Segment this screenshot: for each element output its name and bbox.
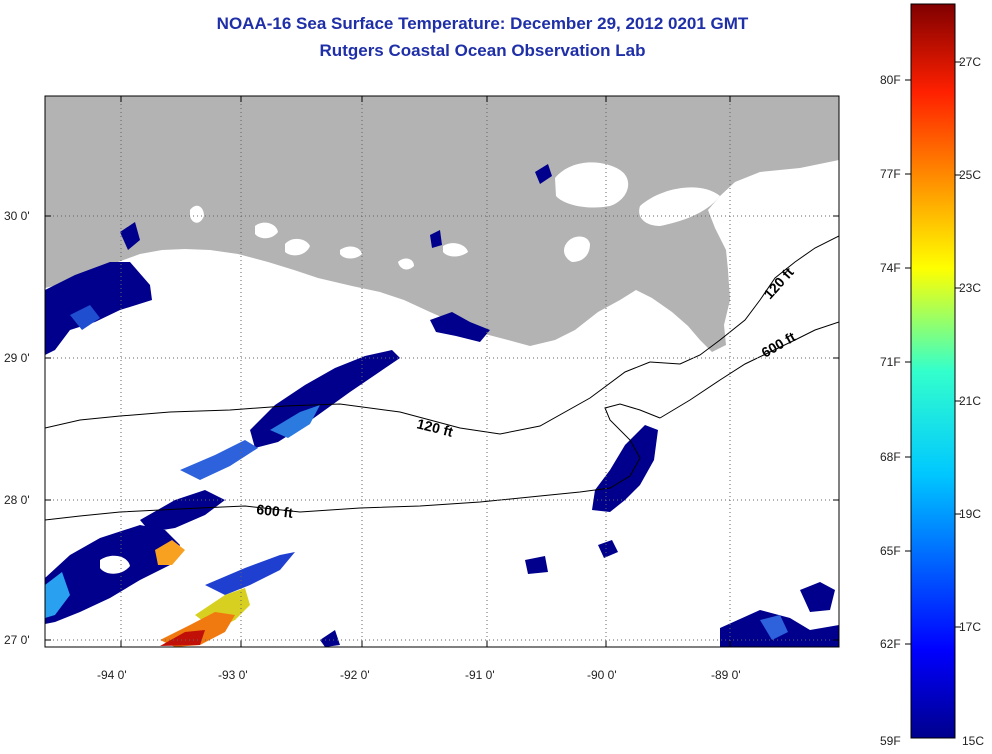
longitude-label: -93 0' (218, 668, 248, 682)
colorbar-label-f: 65F (880, 544, 901, 558)
sst-patch (45, 262, 152, 355)
contour-label-120-west: 120 ft (415, 415, 455, 439)
lake (564, 236, 590, 262)
longitude-label: -94 0' (97, 668, 127, 682)
colorbar-label-f: 68F (880, 450, 901, 464)
sst-patch (430, 230, 442, 248)
contour-line-120-west (45, 361, 651, 435)
sst-patch (180, 440, 258, 480)
sst-patch (45, 525, 180, 624)
contour-label-120-east: 120 ft (760, 264, 797, 302)
lake (555, 162, 629, 208)
lake (255, 222, 278, 239)
colorbar-label-f: 80F (880, 73, 901, 87)
sst-patch (140, 490, 225, 532)
longitude-label: -91 0' (465, 668, 495, 682)
latitude-label: 29 0' (4, 351, 30, 365)
colorbar-label-c: 27C (959, 55, 982, 69)
contour-line-600-west (45, 403, 661, 521)
sst-patch (800, 582, 835, 612)
lake (398, 258, 414, 270)
sst-patch (160, 630, 205, 646)
colorbar-label-c: 17C (959, 620, 982, 634)
colorbar-label-f: 74F (880, 261, 901, 275)
sst-patch (430, 312, 490, 342)
contour-label-600-west: 600 ft (256, 501, 294, 521)
colorbar-label-f: 77F (880, 167, 901, 181)
colorbar-label-f: 62F (880, 637, 901, 651)
colorbar-label-c: 25C (959, 168, 982, 182)
sst-patch (535, 164, 552, 184)
colorbar-label-f: 59F (880, 734, 901, 748)
sst-patch (70, 305, 100, 330)
map-subtitle: Rutgers Coastal Ocean Observation Lab (319, 41, 646, 60)
latitude-label: 27 0' (4, 633, 30, 647)
sst-patch (120, 222, 140, 250)
contour-line-120-east (649, 235, 839, 365)
longitude-label: -89 0' (711, 668, 741, 682)
colorbar-label-f: 71F (880, 355, 901, 369)
colorbar-label-c: 15C (962, 734, 985, 748)
sst-patch (45, 572, 70, 618)
sst-patch (250, 350, 400, 448)
sst-patch (598, 540, 618, 558)
sst-patch (100, 555, 130, 574)
lake (190, 205, 204, 223)
longitude-label: -90 0' (587, 668, 617, 682)
longitude-label: -92 0' (340, 668, 370, 682)
sst-patch (760, 615, 788, 640)
contour-label-600-east: 600 ft (759, 328, 799, 360)
land-mass (45, 96, 839, 352)
lake (285, 238, 310, 256)
lake (340, 246, 362, 259)
sst-patch (525, 556, 548, 574)
colorbar-label-c: 21C (959, 394, 982, 408)
colorbar-label-c: 23C (959, 281, 982, 295)
sst-patch (270, 405, 320, 438)
map-title: NOAA-16 Sea Surface Temperature: Decembe… (216, 14, 749, 33)
lake (443, 243, 468, 257)
latitude-label: 30 0' (4, 209, 30, 223)
colorbar-label-c: 19C (959, 507, 982, 521)
sst-patch (155, 540, 185, 565)
lake (639, 187, 720, 226)
colorbar (910, 3, 956, 739)
contour-line-600-east (659, 321, 839, 419)
sst-patch (592, 425, 658, 512)
latitude-label: 28 0' (4, 493, 30, 507)
sst-patch (205, 552, 295, 595)
map-frame (44, 95, 840, 648)
sst-patch (320, 630, 340, 647)
